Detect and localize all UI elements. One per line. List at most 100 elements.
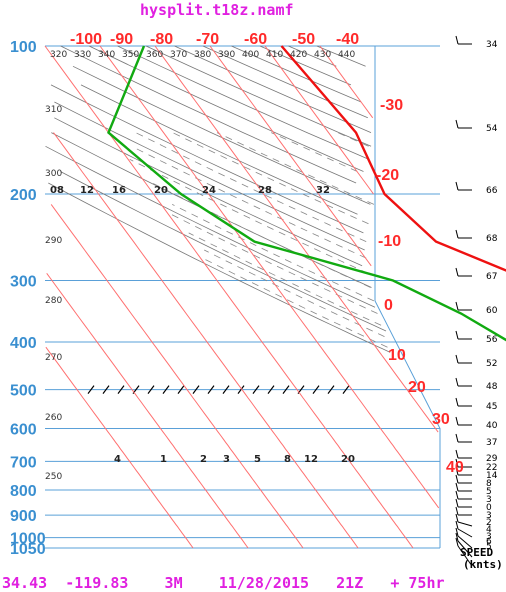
theta-label: 320 [50, 50, 67, 60]
mixing-ratio-label: 1 [160, 454, 167, 465]
temperature-label: 40 [446, 459, 464, 476]
wind-speed-label: 66 [486, 186, 498, 196]
dry-adiabat-line [60, 45, 357, 184]
temperature-label: -50 [292, 31, 315, 48]
wind-barb [455, 506, 459, 516]
wind-barb [455, 433, 459, 443]
wind-barb [455, 498, 459, 508]
wind-barb [457, 535, 473, 549]
level-marker [342, 385, 350, 394]
theta-label: 430 [314, 50, 331, 60]
level-marker [237, 385, 245, 394]
theta-label: 420 [290, 50, 307, 60]
isotherm-line [50, 204, 304, 549]
moist-adiabat-line [152, 182, 371, 288]
wind-speed-label: 37 [486, 438, 497, 448]
isotherm-line [154, 45, 439, 433]
level-marker [102, 385, 110, 394]
mixing-ratio-label: 08 [50, 185, 64, 196]
dry-adiabat-line [316, 45, 366, 67]
isotherm-line [99, 45, 440, 509]
dry-adiabat-line [88, 45, 364, 172]
wind-speed-label: 5 [486, 542, 492, 552]
temperature-profile-line [280, 45, 506, 272]
isotherm-line [44, 45, 414, 549]
wind-speed-label: 5 [486, 487, 492, 497]
wind-barb [457, 521, 473, 527]
dry-adiabat-line [54, 101, 365, 251]
mixing-ratio-label: 24 [202, 185, 216, 196]
moist-adiabat-line [204, 249, 385, 337]
wind-barb [455, 35, 459, 45]
mixing-ratio-label: 3 [223, 454, 230, 465]
wind-barb [455, 490, 459, 500]
pressure-label: 1050 [10, 541, 46, 558]
dry-adiabat-line [48, 182, 391, 353]
temperature-label: -100 [70, 31, 102, 48]
level-marker [192, 385, 200, 394]
dry-adiabat-line [117, 45, 369, 160]
wind-speed-label: 0 [486, 503, 492, 513]
wind-speed-label: 52 [486, 359, 497, 369]
isotherm-line [319, 45, 374, 119]
theta-label: 310 [45, 105, 62, 115]
isotherm-line [209, 45, 372, 267]
level-marker [147, 385, 155, 394]
theta-label: 260 [45, 413, 62, 423]
theta-label: 330 [74, 50, 91, 60]
wind-barb [455, 416, 459, 426]
wind-speed-label: 4 [486, 525, 492, 535]
theta-label: 380 [194, 50, 211, 60]
level-marker [252, 385, 260, 394]
mixing-ratio-label: 20 [341, 454, 355, 465]
level-marker [87, 385, 95, 394]
mixing-ratio-label: 5 [254, 454, 261, 465]
dry-adiabat-line [202, 45, 368, 119]
dry-adiabat-line [145, 45, 372, 147]
temperature-label: -30 [380, 97, 403, 114]
wind-speed-label: 6 [486, 537, 492, 547]
level-marker [267, 385, 275, 394]
wind-speed-unit: (knts) [463, 558, 503, 571]
wind-barb [455, 520, 459, 530]
theta-label: 270 [45, 353, 62, 363]
footer-info: 34.43 -119.83 3M 11/28/2015 21Z + 75hr [2, 574, 445, 592]
level-marker [117, 385, 125, 394]
dry-adiabat-line [72, 65, 371, 205]
mixing-ratio-label: 32 [316, 185, 330, 196]
wind-speed-label: 22 [486, 463, 497, 473]
wind-barb-column: 3454666867605652484540372922148530324365… [455, 35, 503, 571]
mixing-ratio-label: 12 [304, 454, 318, 465]
temperature-label: -80 [150, 31, 173, 48]
pressure-label: 500 [10, 383, 37, 400]
wind-speed-label: 67 [486, 272, 497, 282]
level-marker [312, 385, 320, 394]
wind-speed-label: 45 [486, 402, 497, 412]
dewpoint-profile-line [107, 45, 506, 342]
theta-label: 410 [266, 50, 283, 60]
temperature-label: -40 [336, 31, 359, 48]
wind-barb [455, 330, 459, 340]
wind-speed-label: 2 [486, 518, 492, 528]
wind-barb [457, 540, 473, 558]
isotherm-line [46, 273, 249, 549]
wind-barb [457, 528, 473, 538]
theta-label: 250 [45, 472, 62, 482]
wind-barb [455, 513, 459, 523]
isotherm-line [45, 346, 194, 549]
pressure-label: 900 [10, 508, 37, 525]
wind-barb [455, 397, 459, 407]
dry-adiabat-line [231, 45, 362, 103]
temperature-label: 10 [388, 347, 406, 364]
moist-adiabat-line [337, 132, 369, 147]
dry-adiabat-line [60, 171, 387, 332]
mixing-ratio-label: 28 [258, 185, 272, 196]
pressure-label: 700 [10, 454, 37, 471]
moist-adiabat-line [129, 158, 368, 274]
pressure-label: 300 [10, 274, 37, 291]
pressure-label: 1000 [10, 531, 46, 548]
mixing-ratio-label: 8 [284, 454, 291, 465]
dry-adiabat-line [50, 84, 364, 234]
theta-label: 360 [146, 50, 163, 60]
